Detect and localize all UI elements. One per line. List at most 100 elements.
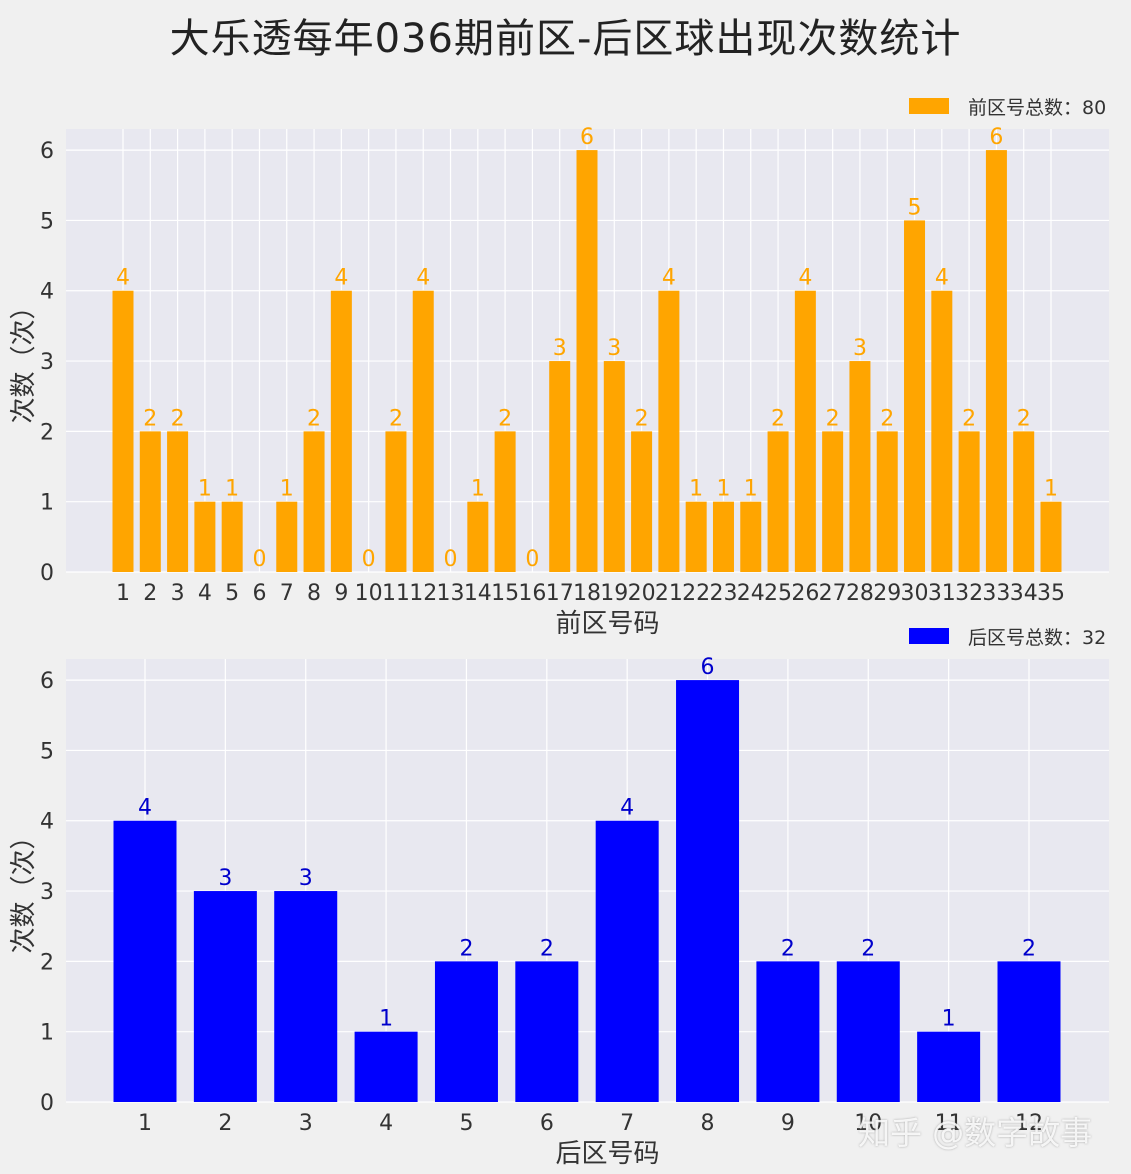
value-label-24: 1: [744, 477, 758, 502]
bar-18: [576, 150, 598, 572]
bar-12: [997, 961, 1061, 1102]
x-tick-label-4: 4: [198, 581, 212, 606]
value-label-11: 1: [942, 1007, 956, 1032]
bar-15: [494, 431, 516, 572]
bar-9: [330, 290, 352, 572]
bar-35: [1040, 501, 1062, 572]
chart-panel-1: 0123456412223141506172849010211412013114…: [9, 97, 1109, 639]
bar-21: [658, 290, 680, 572]
bar-5: [221, 501, 243, 572]
value-label-6: 0: [252, 547, 266, 572]
y-tick-label: 0: [40, 1091, 54, 1116]
chart-title: 大乐透每年036期前区-后区球出现次数统计: [169, 16, 962, 62]
y-axis-label: 次数（次）: [9, 293, 39, 423]
value-label-10: 0: [362, 547, 376, 572]
bar-24: [740, 501, 762, 572]
value-label-35: 1: [1044, 477, 1058, 502]
legend-swatch: [909, 628, 949, 644]
x-tick-label-12: 12: [1015, 1111, 1043, 1136]
value-label-26: 4: [798, 266, 812, 291]
x-tick-label-4: 4: [379, 1111, 393, 1136]
value-label-8: 6: [701, 655, 715, 680]
x-tick-label-31: 31: [928, 581, 956, 606]
x-tick-label-17: 17: [546, 581, 574, 606]
x-tick-label-28: 28: [846, 581, 874, 606]
bar-20: [631, 431, 653, 572]
x-tick-label-3: 3: [299, 1111, 313, 1136]
x-tick-label-29: 29: [873, 581, 901, 606]
value-label-10: 2: [861, 936, 875, 961]
bar-9: [756, 961, 820, 1102]
x-tick-label-27: 27: [819, 581, 847, 606]
x-tick-label-11: 11: [382, 581, 410, 606]
value-label-11: 2: [389, 406, 403, 431]
bar-32: [958, 431, 980, 572]
bar-11: [917, 1031, 981, 1102]
value-label-5: 2: [459, 936, 473, 961]
x-tick-label-30: 30: [901, 581, 929, 606]
value-label-17: 3: [553, 336, 567, 361]
bar-7: [595, 820, 659, 1102]
bar-10: [836, 961, 900, 1102]
x-tick-label-18: 18: [573, 581, 601, 606]
value-label-14: 1: [471, 477, 485, 502]
x-tick-label-35: 35: [1037, 581, 1065, 606]
x-tick-label-26: 26: [791, 581, 819, 606]
bar-19: [603, 361, 625, 572]
y-tick-label: 4: [40, 810, 54, 835]
x-axis-label: 前区号码: [555, 609, 659, 639]
value-label-32: 2: [962, 406, 976, 431]
x-tick-label-9: 9: [781, 1111, 795, 1136]
x-tick-label-34: 34: [1010, 581, 1038, 606]
legend-label: 前区号总数：80: [968, 97, 1106, 119]
x-tick-label-20: 20: [628, 581, 656, 606]
value-label-2: 2: [143, 406, 157, 431]
value-label-27: 2: [826, 406, 840, 431]
value-label-6: 2: [540, 936, 554, 961]
legend-swatch: [909, 98, 949, 114]
x-tick-label-14: 14: [464, 581, 492, 606]
x-tick-label-12: 12: [409, 581, 437, 606]
y-tick-label: 5: [40, 739, 54, 764]
bar-5: [434, 961, 498, 1102]
x-tick-label-8: 8: [307, 581, 321, 606]
bar-8: [303, 431, 325, 572]
x-tick-label-11: 11: [935, 1111, 963, 1136]
value-label-29: 2: [880, 406, 894, 431]
bar-27: [822, 431, 844, 572]
bar-23: [712, 501, 734, 572]
x-tick-label-3: 3: [171, 581, 185, 606]
y-tick-label: 0: [40, 561, 54, 586]
bar-25: [767, 431, 789, 572]
bar-4: [194, 501, 216, 572]
x-tick-label-19: 19: [600, 581, 628, 606]
value-label-5: 1: [225, 477, 239, 502]
x-tick-label-8: 8: [701, 1111, 715, 1136]
y-tick-label: 2: [40, 420, 54, 445]
bar-11: [385, 431, 407, 572]
x-tick-label-33: 33: [982, 581, 1010, 606]
x-tick-label-25: 25: [764, 581, 792, 606]
value-label-4: 1: [198, 477, 212, 502]
x-tick-label-22: 22: [682, 581, 710, 606]
y-tick-label: 6: [40, 669, 54, 694]
y-axis-label: 次数（次）: [9, 823, 39, 953]
bar-17: [549, 361, 571, 572]
bar-33: [985, 150, 1007, 572]
value-label-18: 6: [580, 125, 594, 150]
bar-31: [931, 290, 953, 572]
y-tick-label: 4: [40, 280, 54, 305]
value-label-7: 4: [620, 796, 634, 821]
bar-8: [676, 680, 740, 1102]
value-label-4: 1: [379, 1007, 393, 1032]
value-label-25: 2: [771, 406, 785, 431]
bar-2: [193, 891, 257, 1102]
value-label-3: 3: [299, 866, 313, 891]
value-label-12: 2: [1022, 936, 1036, 961]
y-tick-label: 3: [40, 350, 54, 375]
bar-34: [1013, 431, 1035, 572]
x-tick-label-32: 32: [955, 581, 983, 606]
x-tick-label-6: 6: [252, 581, 266, 606]
y-tick-label: 6: [40, 139, 54, 164]
x-tick-label-2: 2: [143, 581, 157, 606]
